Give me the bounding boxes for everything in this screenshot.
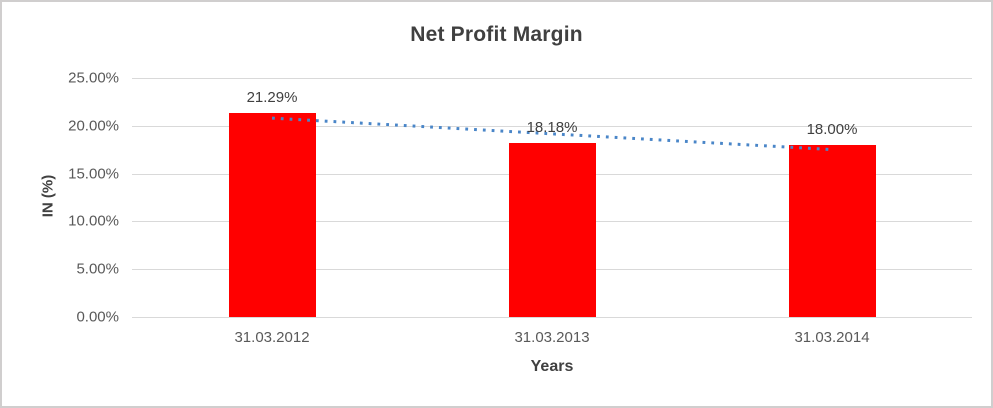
- data-label: 18.00%: [806, 120, 858, 138]
- gridline: [132, 317, 972, 318]
- y-tick-label: 0.00%: [76, 308, 119, 326]
- y-tick-label: 10.00%: [68, 212, 119, 230]
- trendline-path[interactable]: [271, 116, 833, 152]
- x-tick-label: 31.03.2014: [794, 329, 870, 346]
- x-axis-title: Years: [530, 358, 574, 375]
- bar[interactable]: [508, 143, 596, 317]
- bar[interactable]: [788, 144, 876, 317]
- data-label: 18.18%: [526, 119, 578, 137]
- x-tick-label: 31.03.2012: [234, 329, 310, 346]
- bar[interactable]: [228, 113, 316, 317]
- x-tick-label: 31.03.2013: [514, 329, 590, 346]
- gridline: [132, 78, 972, 79]
- y-tick-label: 25.00%: [68, 69, 119, 87]
- chart-title: Net Profit Margin: [410, 23, 583, 46]
- y-tick-label: 20.00%: [68, 117, 119, 135]
- y-tick-label: 15.00%: [68, 165, 119, 183]
- data-label: 21.29%: [246, 89, 298, 107]
- gridline: [132, 125, 972, 127]
- y-tick-label: 5.00%: [76, 260, 119, 278]
